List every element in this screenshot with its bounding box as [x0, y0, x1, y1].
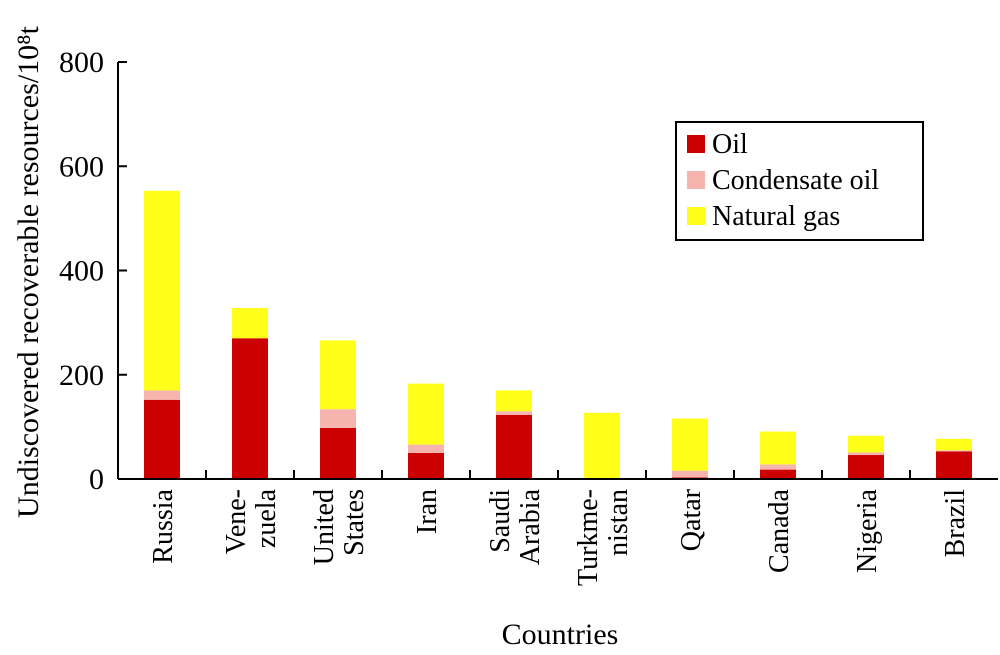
- x-category-label: Vene-: [221, 489, 252, 554]
- bar-segment-natural-gas: [144, 190, 180, 391]
- bar-segment-oil: [144, 399, 180, 479]
- bar-segment-natural-gas: [672, 418, 708, 471]
- bar-segment-oil: [936, 451, 972, 479]
- bar-segment-oil: [320, 427, 356, 479]
- x-category-label: Qatar: [676, 488, 707, 551]
- x-category-label: Turkme-: [573, 489, 604, 586]
- y-tick-label: 600: [59, 150, 104, 183]
- bar-segment-condensate-oil: [144, 390, 180, 400]
- bar-segment-condensate-oil: [848, 452, 884, 456]
- y-tick-label: 400: [59, 255, 104, 288]
- legend: Oil Condensate oil Natural gas: [675, 121, 924, 241]
- x-category-label: Nigeria: [852, 488, 883, 573]
- bar-segment-natural-gas: [760, 431, 796, 465]
- x-tick-labels: Russia Vene-zuela United States Iran Saudi Ara…: [148, 488, 971, 586]
- bar-segment-natural-gas: [232, 308, 268, 339]
- bar-segment-oil: [496, 414, 532, 479]
- legend-label: Oil: [712, 129, 748, 160]
- y-tick-label: 200: [59, 359, 104, 392]
- y-tick-label: 0: [89, 463, 104, 496]
- x-category-label: Saudi: [485, 489, 516, 553]
- bar-segment-condensate-oil: [320, 409, 356, 428]
- bar-segment-natural-gas: [584, 412, 620, 479]
- legend-box: [675, 121, 924, 241]
- bar-segment-condensate-oil: [496, 411, 532, 415]
- bar-segment-oil: [760, 469, 796, 479]
- bar-segment-natural-gas: [320, 340, 356, 410]
- y-axis-title: Undiscovered recoverable resources/10⁸t: [12, 25, 45, 518]
- plot-area: [144, 190, 972, 479]
- bar-segment-natural-gas: [848, 435, 884, 453]
- x-category-label: Brazil: [940, 489, 971, 558]
- bar-segment-natural-gas: [936, 438, 972, 451]
- x-category-label: States: [339, 489, 370, 556]
- x-category-label: United: [309, 489, 340, 565]
- legend-swatch: [687, 135, 705, 153]
- bar-segment-oil: [848, 455, 884, 479]
- bar-segment-natural-gas: [496, 390, 532, 412]
- bar-segment-oil: [232, 338, 268, 479]
- x-category-label: Russia: [148, 488, 179, 563]
- x-axis-title: Countries: [502, 618, 619, 651]
- bar-segment-condensate-oil: [672, 470, 708, 478]
- legend-swatch: [687, 207, 705, 225]
- bar-segment-condensate-oil: [760, 464, 796, 470]
- x-category-label: nistan: [603, 489, 634, 556]
- bar-segment-condensate-oil: [408, 444, 444, 453]
- legend-label: Natural gas: [712, 201, 840, 232]
- bar-segment-condensate-oil: [936, 450, 972, 452]
- y-tick-label: 800: [59, 46, 104, 79]
- x-category-label: Arabia: [515, 488, 546, 565]
- x-category-label: zuela: [251, 488, 282, 548]
- legend-label: Condensate oil: [712, 165, 879, 196]
- x-ticks: [205, 470, 911, 479]
- y-ticks: 0 200 400 600 800: [59, 46, 127, 496]
- bar-segment-natural-gas: [408, 383, 444, 445]
- legend-swatch: [687, 171, 705, 189]
- x-category-label: Canada: [764, 488, 795, 573]
- x-category-label: Iran: [412, 489, 443, 534]
- bar-segment-oil: [408, 452, 444, 479]
